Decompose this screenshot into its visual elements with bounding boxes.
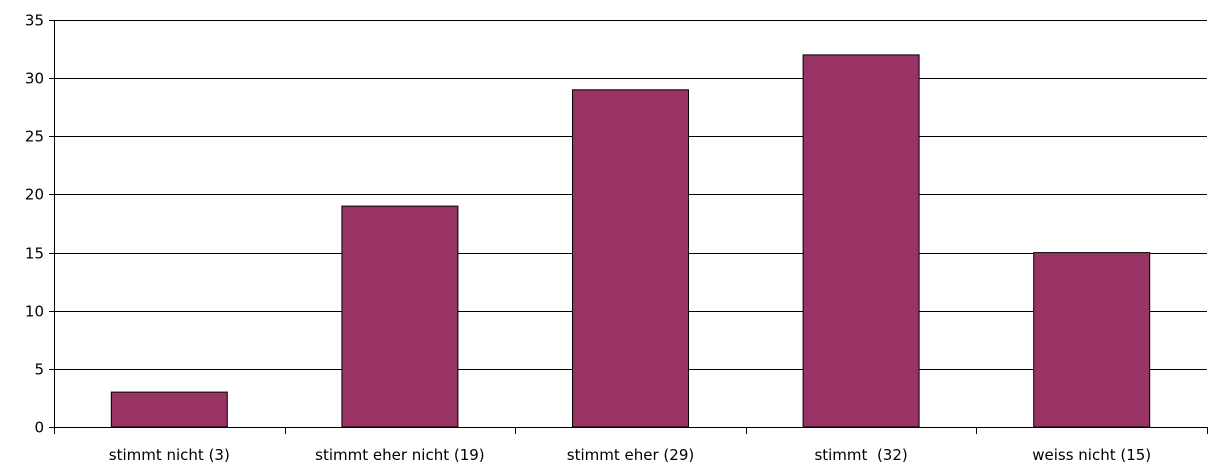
x-category-labels: stimmt nicht (3) stimmt eher nicht (19) st… [109,446,1151,464]
y-tick-label: 25 [25,128,44,146]
bars [110,54,1151,428]
x-category-label: stimmt (32) [814,446,907,464]
y-tick-label: 10 [25,303,44,321]
bar [572,89,689,428]
x-category-label: stimmt eher nicht (19) [315,446,485,464]
bar [341,205,459,428]
x-category-label: weiss nicht (15) [1032,446,1151,464]
x-category-label: stimmt eher (29) [567,446,694,464]
y-tick-label: 5 [34,361,44,379]
axes [49,20,1208,434]
y-tick-label: 20 [25,186,44,204]
y-tick-label: 35 [25,12,44,30]
y-tick-label: 0 [34,419,44,437]
y-tick-label: 30 [25,70,44,88]
y-tick-label: 15 [25,245,44,263]
bar [802,54,920,428]
x-category-label: stimmt nicht (3) [109,446,230,464]
bar [110,391,228,428]
bar [1033,252,1151,428]
y-tick-labels: 0 5 10 15 20 25 30 35 [25,12,44,437]
